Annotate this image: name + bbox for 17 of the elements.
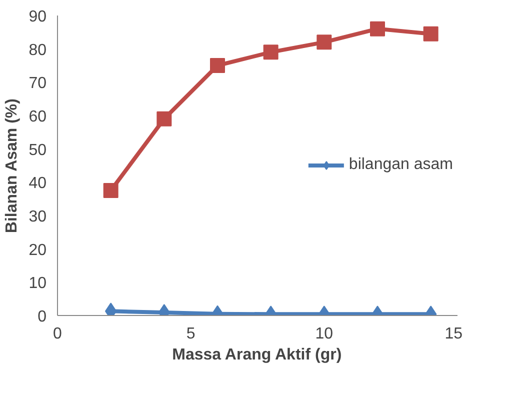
y-tick-label: 70: [28, 75, 47, 92]
y-tick-label: 30: [28, 208, 47, 226]
y-tick-label: 80: [28, 42, 47, 59]
legend-label: bilangan asam: [348, 156, 453, 174]
x-tick-label: 15: [444, 326, 463, 342]
y-tick-label: 60: [28, 108, 47, 126]
y-tick-label: 90: [28, 8, 47, 26]
y-tick-label: 0: [38, 308, 47, 326]
y-tick-label: 40: [28, 175, 47, 192]
y-tick-label: 20: [28, 242, 47, 259]
x-tick-label: 10: [315, 326, 334, 342]
y-axis-title: Bilanan Asam (%): [4, 98, 21, 234]
x-tick-label: 0: [53, 326, 62, 342]
x-axis-title: Massa Arang Aktif (gr): [172, 346, 342, 364]
x-tick-label: 5: [186, 326, 196, 342]
y-tick-label: 10: [28, 275, 47, 292]
y-tick-label: 50: [28, 142, 47, 159]
